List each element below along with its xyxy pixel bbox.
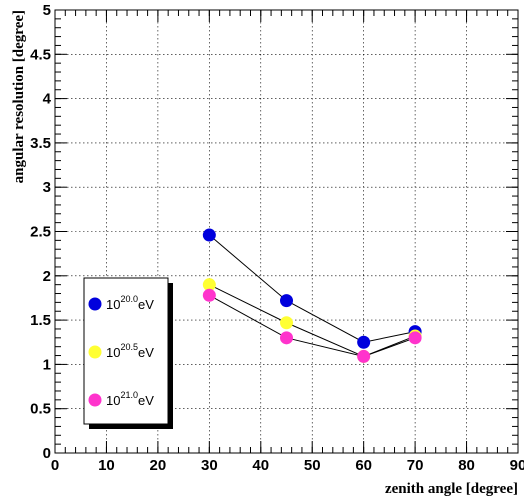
data-point <box>202 278 216 292</box>
legend-label: 1021.0eV <box>106 390 154 408</box>
y-tick-label: 4.5 <box>30 46 51 63</box>
y-tick-label: 3 <box>43 179 51 196</box>
data-point <box>357 335 371 349</box>
axis-ticks <box>54 9 519 454</box>
data-point <box>280 316 293 330</box>
y-axis-label: angular resolution [degree] <box>11 10 27 183</box>
legend: 1020.0eV 1020.5eV 1021.0eV <box>83 277 173 429</box>
y-tick-label: 1.5 <box>30 312 51 329</box>
data-point <box>357 349 371 363</box>
legend-marker <box>88 345 102 359</box>
x-tick-label: 70 <box>407 457 424 474</box>
x-tick-label: 30 <box>201 457 218 474</box>
data-point <box>280 294 293 308</box>
x-axis-label: zenith angle [degree] <box>385 481 518 497</box>
x-tick-label: 50 <box>304 457 321 474</box>
y-tick-label: 2.5 <box>30 224 51 241</box>
data-point <box>202 288 216 302</box>
series-2 <box>202 288 422 363</box>
data-point <box>280 331 293 345</box>
legend-marker <box>88 297 102 311</box>
y-tick-label: 4 <box>43 91 52 108</box>
x-tick-label: 40 <box>252 457 269 474</box>
y-tick-label: 5 <box>43 2 51 19</box>
y-tick-label: 0.5 <box>30 401 51 418</box>
legend-marker <box>88 393 102 407</box>
series-layer <box>202 228 422 363</box>
series-line <box>209 294 416 357</box>
y-tick-label: 3.5 <box>30 135 51 152</box>
x-tick-label: 60 <box>355 457 372 474</box>
legend-label: 1020.0eV <box>106 294 154 312</box>
series-line <box>209 284 416 357</box>
x-tick-label: 20 <box>150 457 167 474</box>
x-tick-label: 80 <box>458 457 475 474</box>
y-tick-label: 2 <box>43 268 51 285</box>
x-tick-label: 10 <box>98 457 115 474</box>
series-line <box>209 234 416 343</box>
y-tick-label: 0 <box>43 445 51 462</box>
data-point <box>202 228 216 242</box>
y-tick-label: 1 <box>43 356 51 373</box>
x-tick-label: 0 <box>51 457 59 474</box>
data-point <box>408 331 422 345</box>
x-tick-label: 90 <box>510 457 524 474</box>
legend-label: 1020.5eV <box>106 342 154 360</box>
tick-labels: 0 10 20 30 40 50 60 70 80 90 0 0.5 1 1.5 2 2.5 3 3.5 4 4.5 5 <box>30 2 524 474</box>
